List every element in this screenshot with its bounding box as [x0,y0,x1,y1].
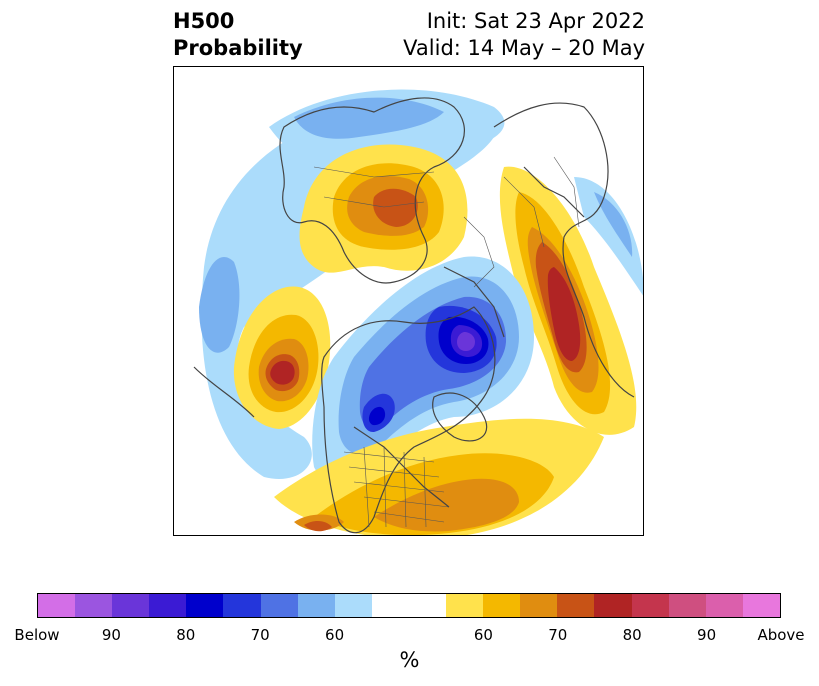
colorbar-cell [594,594,632,617]
map-title-left: H500 Probability [173,8,303,62]
colorbar-tick-label: 90 [101,626,121,644]
colorbar-cell [371,594,409,617]
probability-map [173,66,644,536]
probability-colorbar [37,593,781,618]
colorbar-cell [742,594,780,617]
colorbar-tick-label: 90 [697,626,717,644]
colorbar-cell [223,594,261,617]
colorbar-cell [631,594,669,617]
colorbar-cell [483,594,521,617]
colorbar-cell [75,594,113,617]
colorbar-cell [408,594,447,617]
colorbar-cell [260,594,298,617]
map-title-right: Init: Sat 23 Apr 2022 Valid: 14 May – 20… [403,8,645,62]
init-date: Init: Sat 23 Apr 2022 [426,9,645,33]
title-variable: H500 [173,9,235,33]
colorbar-cell [297,594,335,617]
colorbar-cell [38,594,76,617]
title-product: Probability [173,36,303,60]
political-borders [313,156,580,528]
valid-range: Valid: 14 May – 20 May [403,36,645,60]
colorbar-unit-label: % [399,648,420,672]
colorbar-cell [705,594,743,617]
colorbar-cell [668,594,706,617]
polar-stereographic-map [174,67,643,535]
colorbar-tick-label: 60 [473,626,493,644]
colorbar-tick-label: 60 [325,626,345,644]
colorbar-cell [557,594,595,617]
colorbar-cell [112,594,150,617]
colorbar-cell [149,594,187,617]
colorbar-tick-label: 70 [548,626,568,644]
colorbar-cell [520,594,558,617]
colorbar-tick-label: 70 [250,626,270,644]
colorbar-cell [186,594,224,617]
colorbar-cell [446,594,484,617]
below-60-ring [201,102,496,479]
colorbar-tick-label: Above [757,626,805,644]
below-70-west [199,257,240,353]
colorbar-tick-label: 80 [622,626,642,644]
colorbar-tick-label: 80 [176,626,196,644]
coastlines [193,97,635,534]
colorbar-tick-labels: Below 90 80 70 60 60 70 80 90 Above [14,626,804,646]
colorbar-tick-label: Below [14,626,60,644]
colorbar-cell [334,594,372,617]
